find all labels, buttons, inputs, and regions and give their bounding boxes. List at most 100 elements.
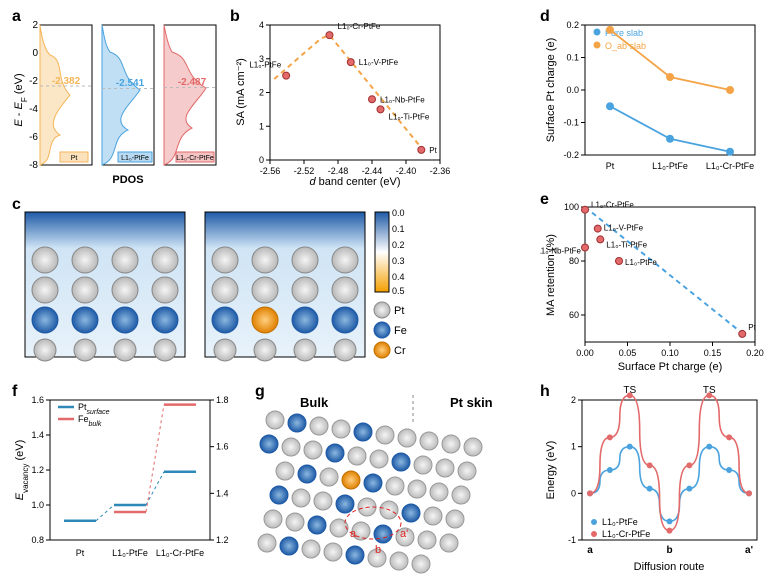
bulk-label: Bulk	[300, 395, 329, 410]
panel-g: g Bulk Pt skin a a' b	[255, 385, 510, 575]
svg-text:TS: TS	[703, 385, 716, 396]
svg-text:0.10: 0.10	[661, 348, 679, 358]
svg-text:L1₀-PtFe: L1₀-PtFe	[602, 517, 638, 527]
svg-text:1.4: 1.4	[31, 430, 44, 440]
svg-text:2: 2	[259, 88, 264, 98]
panel-a-leg2: L1₀-Cr-PtFe	[176, 155, 214, 162]
svg-text:1: 1	[259, 121, 264, 131]
svg-text:1.0: 1.0	[31, 500, 44, 510]
panel-b-ylabel: SA (mA cm⁻²)	[235, 58, 247, 126]
svg-text:Pt: Pt	[76, 548, 85, 558]
svg-text:L1₀-Cr-PtFe: L1₀-Cr-PtFe	[591, 201, 634, 210]
panel-b: b SA (mA cm⁻²) d band center (eV) -2.56-…	[230, 10, 450, 190]
svg-text:-1: -1	[568, 535, 576, 545]
svg-text:a: a	[587, 545, 593, 556]
panel-e: e MA retention (%) Surface Pt charge (e)…	[540, 195, 765, 375]
panel-b-xlabel: d band center (eV)	[309, 176, 400, 188]
svg-text:b: b	[666, 545, 672, 556]
pdos-triptych: E - EF (eV) -8 -6 -4 -2 0 2	[10, 10, 220, 190]
svg-text:0.00: 0.00	[576, 348, 594, 358]
svg-text:60: 60	[569, 310, 579, 320]
panel-d-ylabel: Surface Pt charge (e)	[545, 38, 557, 143]
panel-h-xlabel: Diffusion route	[634, 561, 705, 573]
svg-text:L1₀-Cr-PtFe: L1₀-Cr-PtFe	[602, 529, 650, 539]
svg-text:0.3: 0.3	[392, 256, 405, 266]
svg-text:1.6: 1.6	[31, 395, 44, 405]
svg-text:4: 4	[259, 20, 264, 30]
chart-surface-charge: Surface Pt charge (e) -0.2-0.10.00.10.2P…	[540, 10, 765, 185]
svg-text:-4: -4	[29, 104, 38, 115]
panel-a-leg1: L1₀-PtFe	[121, 155, 149, 162]
svg-text:L1₀-Cr-PtFe: L1₀-Cr-PtFe	[338, 22, 381, 31]
svg-text:-0.1: -0.1	[563, 118, 579, 128]
svg-text:80: 80	[569, 256, 579, 266]
svg-text:0.1: 0.1	[566, 53, 579, 63]
svg-text:-2.56: -2.56	[260, 166, 281, 176]
svg-text:0.15: 0.15	[704, 348, 722, 358]
svg-text:L1₀-PtFe: L1₀-PtFe	[625, 258, 657, 267]
svg-text:L1₀-Nb-PtFe: L1₀-Nb-PtFe	[540, 247, 582, 256]
panel-d-label: d	[540, 8, 550, 26]
panel-h-label: h	[540, 383, 550, 401]
colorbar-ticks: 0.00.10.2 0.30.40.5	[392, 208, 405, 296]
svg-text:100: 100	[564, 202, 579, 212]
svg-text:0.0: 0.0	[566, 85, 579, 95]
svg-text:L1₀-PtFe: L1₀-PtFe	[249, 61, 281, 70]
svg-text:L1₀-Cr-PtFe: L1₀-Cr-PtFe	[706, 161, 754, 171]
svg-text:0.8: 0.8	[31, 535, 44, 545]
legend-fe: Fe	[394, 325, 407, 337]
chart-diffusion: Energy (eV) Diffusion route -1012aba'L1₀…	[540, 385, 765, 575]
svg-text:L1₀-PtFe: L1₀-PtFe	[652, 161, 688, 171]
svg-text:1.8: 1.8	[216, 395, 229, 405]
panel-g-label: g	[255, 383, 265, 401]
svg-text:L1₀-PtFe: L1₀-PtFe	[112, 548, 148, 558]
panel-e-xlabel: Surface Pt charge (e)	[618, 361, 723, 373]
panel-a-ylabel: E - EF (eV)	[13, 73, 29, 126]
svg-text:TS: TS	[623, 385, 636, 396]
svg-text:0.05: 0.05	[619, 348, 637, 358]
svg-text:0.5: 0.5	[392, 286, 405, 296]
svg-text:-6: -6	[29, 132, 38, 143]
svg-text:-2.36: -2.36	[430, 166, 450, 176]
pdos-center-ptfe: -2.541	[116, 78, 145, 89]
panel-c-label: c	[12, 196, 21, 214]
chart-sa-vs-dband: SA (mA cm⁻²) d band center (eV) -2.56 -2.…	[230, 10, 450, 190]
svg-text:0.0: 0.0	[392, 208, 405, 218]
svg-text:-2.52: -2.52	[294, 166, 315, 176]
panel-f: f Evacancy (eV) 0.81.01.21.41.61.21.41.6…	[10, 385, 240, 575]
svg-text:a': a'	[745, 545, 753, 556]
panel-c: c	[10, 200, 450, 370]
svg-text:O_ab slab: O_ab slab	[605, 41, 646, 51]
legend-pt: Pt	[394, 305, 404, 317]
svg-text:-2.48: -2.48	[328, 166, 349, 176]
svg-text:L1₀-Cr-PtFe: L1₀-Cr-PtFe	[156, 548, 204, 558]
chart-evacancy: Evacancy (eV) 0.81.01.21.41.61.21.41.61.…	[10, 385, 240, 575]
svg-text:2: 2	[32, 20, 38, 31]
panel-d: d Surface Pt charge (e) -0.2-0.10.00.10.…	[540, 10, 765, 185]
svg-text:L1₀-Ti-PtFe: L1₀-Ti-PtFe	[606, 240, 647, 249]
site-b: b	[375, 544, 381, 556]
panel-a-yticks: -8 -6 -4 -2 0 2	[29, 20, 38, 171]
svg-text:0: 0	[571, 488, 576, 498]
svg-text:Pt: Pt	[748, 323, 756, 332]
svg-text:-2: -2	[29, 76, 38, 87]
svg-text:Febulk: Febulk	[78, 414, 102, 428]
charge-density-maps: 0.00.10.2 0.30.40.5 Pt Fe Cr	[10, 200, 450, 370]
lattice-schematic: Bulk Pt skin a a' b	[255, 385, 510, 575]
svg-text:-0.2: -0.2	[563, 150, 579, 160]
svg-text:-8: -8	[29, 160, 38, 171]
svg-text:2: 2	[571, 395, 576, 405]
pdos-curve-pt	[40, 25, 70, 165]
svg-text:0.1: 0.1	[392, 224, 405, 234]
svg-text:0.20: 0.20	[746, 348, 764, 358]
panel-e-label: e	[540, 191, 549, 209]
svg-text:0: 0	[259, 155, 264, 165]
panel-h: h Energy (eV) Diffusion route -1012aba'L…	[540, 385, 765, 575]
svg-text:-2.44: -2.44	[362, 166, 383, 176]
svg-text:Pt: Pt	[606, 161, 615, 171]
panel-f-label: f	[12, 383, 17, 401]
svg-text:L1₀-V-PtFe: L1₀-V-PtFe	[604, 224, 644, 233]
pdos-center-crptfe: -2.487	[178, 77, 207, 88]
svg-text:1.2: 1.2	[216, 535, 229, 545]
panel-a-leg0: Pt	[71, 155, 78, 162]
